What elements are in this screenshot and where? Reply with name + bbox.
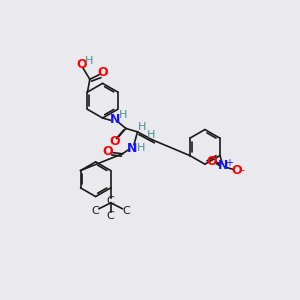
Text: H: H (85, 56, 93, 66)
Text: H: H (137, 143, 145, 153)
Text: O: O (207, 155, 217, 168)
Text: C: C (107, 196, 115, 206)
Text: O: O (76, 58, 87, 71)
Text: H: H (119, 110, 128, 119)
Text: N: N (218, 159, 229, 172)
Text: O: O (109, 135, 119, 148)
Text: C: C (122, 206, 130, 216)
Text: -: - (241, 166, 244, 176)
Text: H: H (147, 130, 156, 140)
Text: N: N (127, 142, 137, 154)
Text: C: C (92, 206, 100, 216)
Text: C: C (107, 211, 115, 220)
Text: O: O (231, 164, 242, 177)
Text: O: O (97, 66, 108, 79)
Text: +: + (225, 158, 232, 168)
Text: O: O (102, 145, 112, 158)
Text: N: N (110, 113, 121, 126)
Text: H: H (138, 122, 146, 132)
